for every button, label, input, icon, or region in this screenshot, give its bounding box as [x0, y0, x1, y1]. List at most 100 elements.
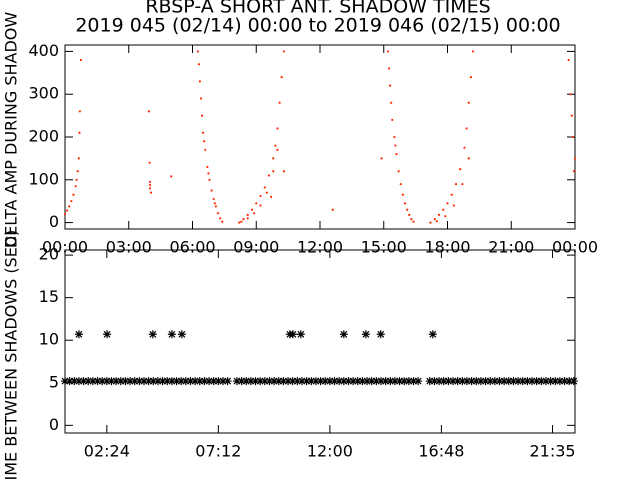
point	[380, 157, 383, 160]
point	[199, 97, 203, 100]
star-marker	[528, 377, 537, 386]
y-tick-label: 5	[49, 372, 59, 391]
star-marker	[344, 377, 353, 386]
point	[397, 170, 400, 173]
point	[387, 67, 391, 70]
y-tick-label: 20	[39, 245, 59, 264]
point	[274, 144, 277, 147]
point	[276, 148, 279, 151]
point	[272, 170, 275, 173]
star-marker	[98, 377, 107, 386]
x-tick-label: 00:00	[552, 238, 598, 257]
y-tick-label: 200	[28, 127, 59, 146]
star-marker	[191, 377, 200, 386]
star-marker	[205, 377, 214, 386]
star-marker	[186, 377, 195, 386]
point	[433, 218, 436, 221]
point	[331, 208, 334, 211]
point	[394, 144, 397, 147]
point	[148, 183, 152, 187]
x-tick-label: 02:24	[84, 442, 130, 461]
point	[212, 197, 215, 201]
star-marker	[400, 377, 409, 386]
point	[270, 195, 273, 199]
point	[408, 213, 411, 216]
star-marker	[167, 377, 176, 386]
star-marker	[163, 377, 172, 386]
star-marker	[316, 377, 325, 386]
star-marker	[167, 330, 176, 339]
point	[70, 200, 73, 203]
star-marker	[116, 377, 125, 386]
point	[282, 170, 285, 173]
star-marker	[439, 377, 448, 386]
point	[148, 161, 151, 164]
star-marker	[363, 377, 372, 386]
point	[66, 209, 69, 212]
star-marker	[404, 377, 413, 386]
star-marker	[458, 377, 467, 386]
star-marker	[172, 377, 181, 386]
star-marker	[279, 377, 288, 386]
star-marker	[284, 377, 293, 386]
star-marker	[209, 377, 218, 386]
point	[567, 58, 570, 62]
point	[148, 180, 152, 184]
star-marker	[425, 377, 434, 386]
point	[454, 182, 458, 186]
star-marker	[274, 377, 283, 386]
star-marker	[158, 377, 167, 386]
star-marker	[569, 377, 578, 386]
star-marker	[144, 377, 153, 386]
point	[471, 50, 475, 53]
point	[571, 135, 574, 139]
x-tick-label: 21:35	[529, 442, 575, 461]
point	[250, 208, 254, 211]
star-marker	[321, 377, 330, 386]
star-marker	[555, 377, 564, 386]
star-marker	[330, 377, 339, 386]
star-marker	[500, 377, 509, 386]
point	[410, 218, 413, 221]
point	[280, 75, 283, 79]
star-marker	[353, 377, 362, 386]
x-tick-label: 15:00	[361, 238, 407, 257]
x-tick-label: 06:00	[169, 238, 215, 257]
star-marker	[449, 377, 458, 386]
point	[253, 212, 256, 215]
point	[78, 110, 81, 113]
star-marker	[256, 377, 265, 386]
star-marker	[551, 377, 560, 386]
star-marker	[453, 377, 462, 386]
x-tick-label: 12:00	[307, 442, 353, 461]
point	[214, 205, 217, 208]
star-marker	[376, 330, 385, 339]
point	[203, 140, 206, 143]
point	[461, 182, 464, 186]
point	[259, 194, 262, 198]
star-marker	[376, 377, 385, 386]
star-marker	[260, 377, 269, 386]
y-tick-label: 300	[28, 84, 59, 103]
star-marker	[486, 377, 495, 386]
star-marker	[265, 377, 274, 386]
point	[412, 220, 415, 223]
chart-subtitle: 2019 045 (02/14) 00:00 to 2019 046 (02/1…	[75, 15, 560, 37]
star-marker	[339, 377, 348, 386]
star-marker	[251, 377, 260, 386]
point	[79, 58, 83, 62]
star-marker	[467, 377, 476, 386]
star-marker	[381, 377, 390, 386]
plot-frame	[64, 249, 576, 434]
star-marker	[103, 330, 112, 339]
star-marker	[430, 377, 439, 386]
star-marker	[311, 377, 320, 386]
star-marker	[200, 377, 209, 386]
point	[572, 170, 576, 173]
star-marker	[325, 377, 334, 386]
star-marker	[70, 377, 79, 386]
point	[429, 221, 432, 224]
point	[395, 153, 398, 156]
star-marker	[490, 377, 499, 386]
star-marker	[102, 377, 111, 386]
